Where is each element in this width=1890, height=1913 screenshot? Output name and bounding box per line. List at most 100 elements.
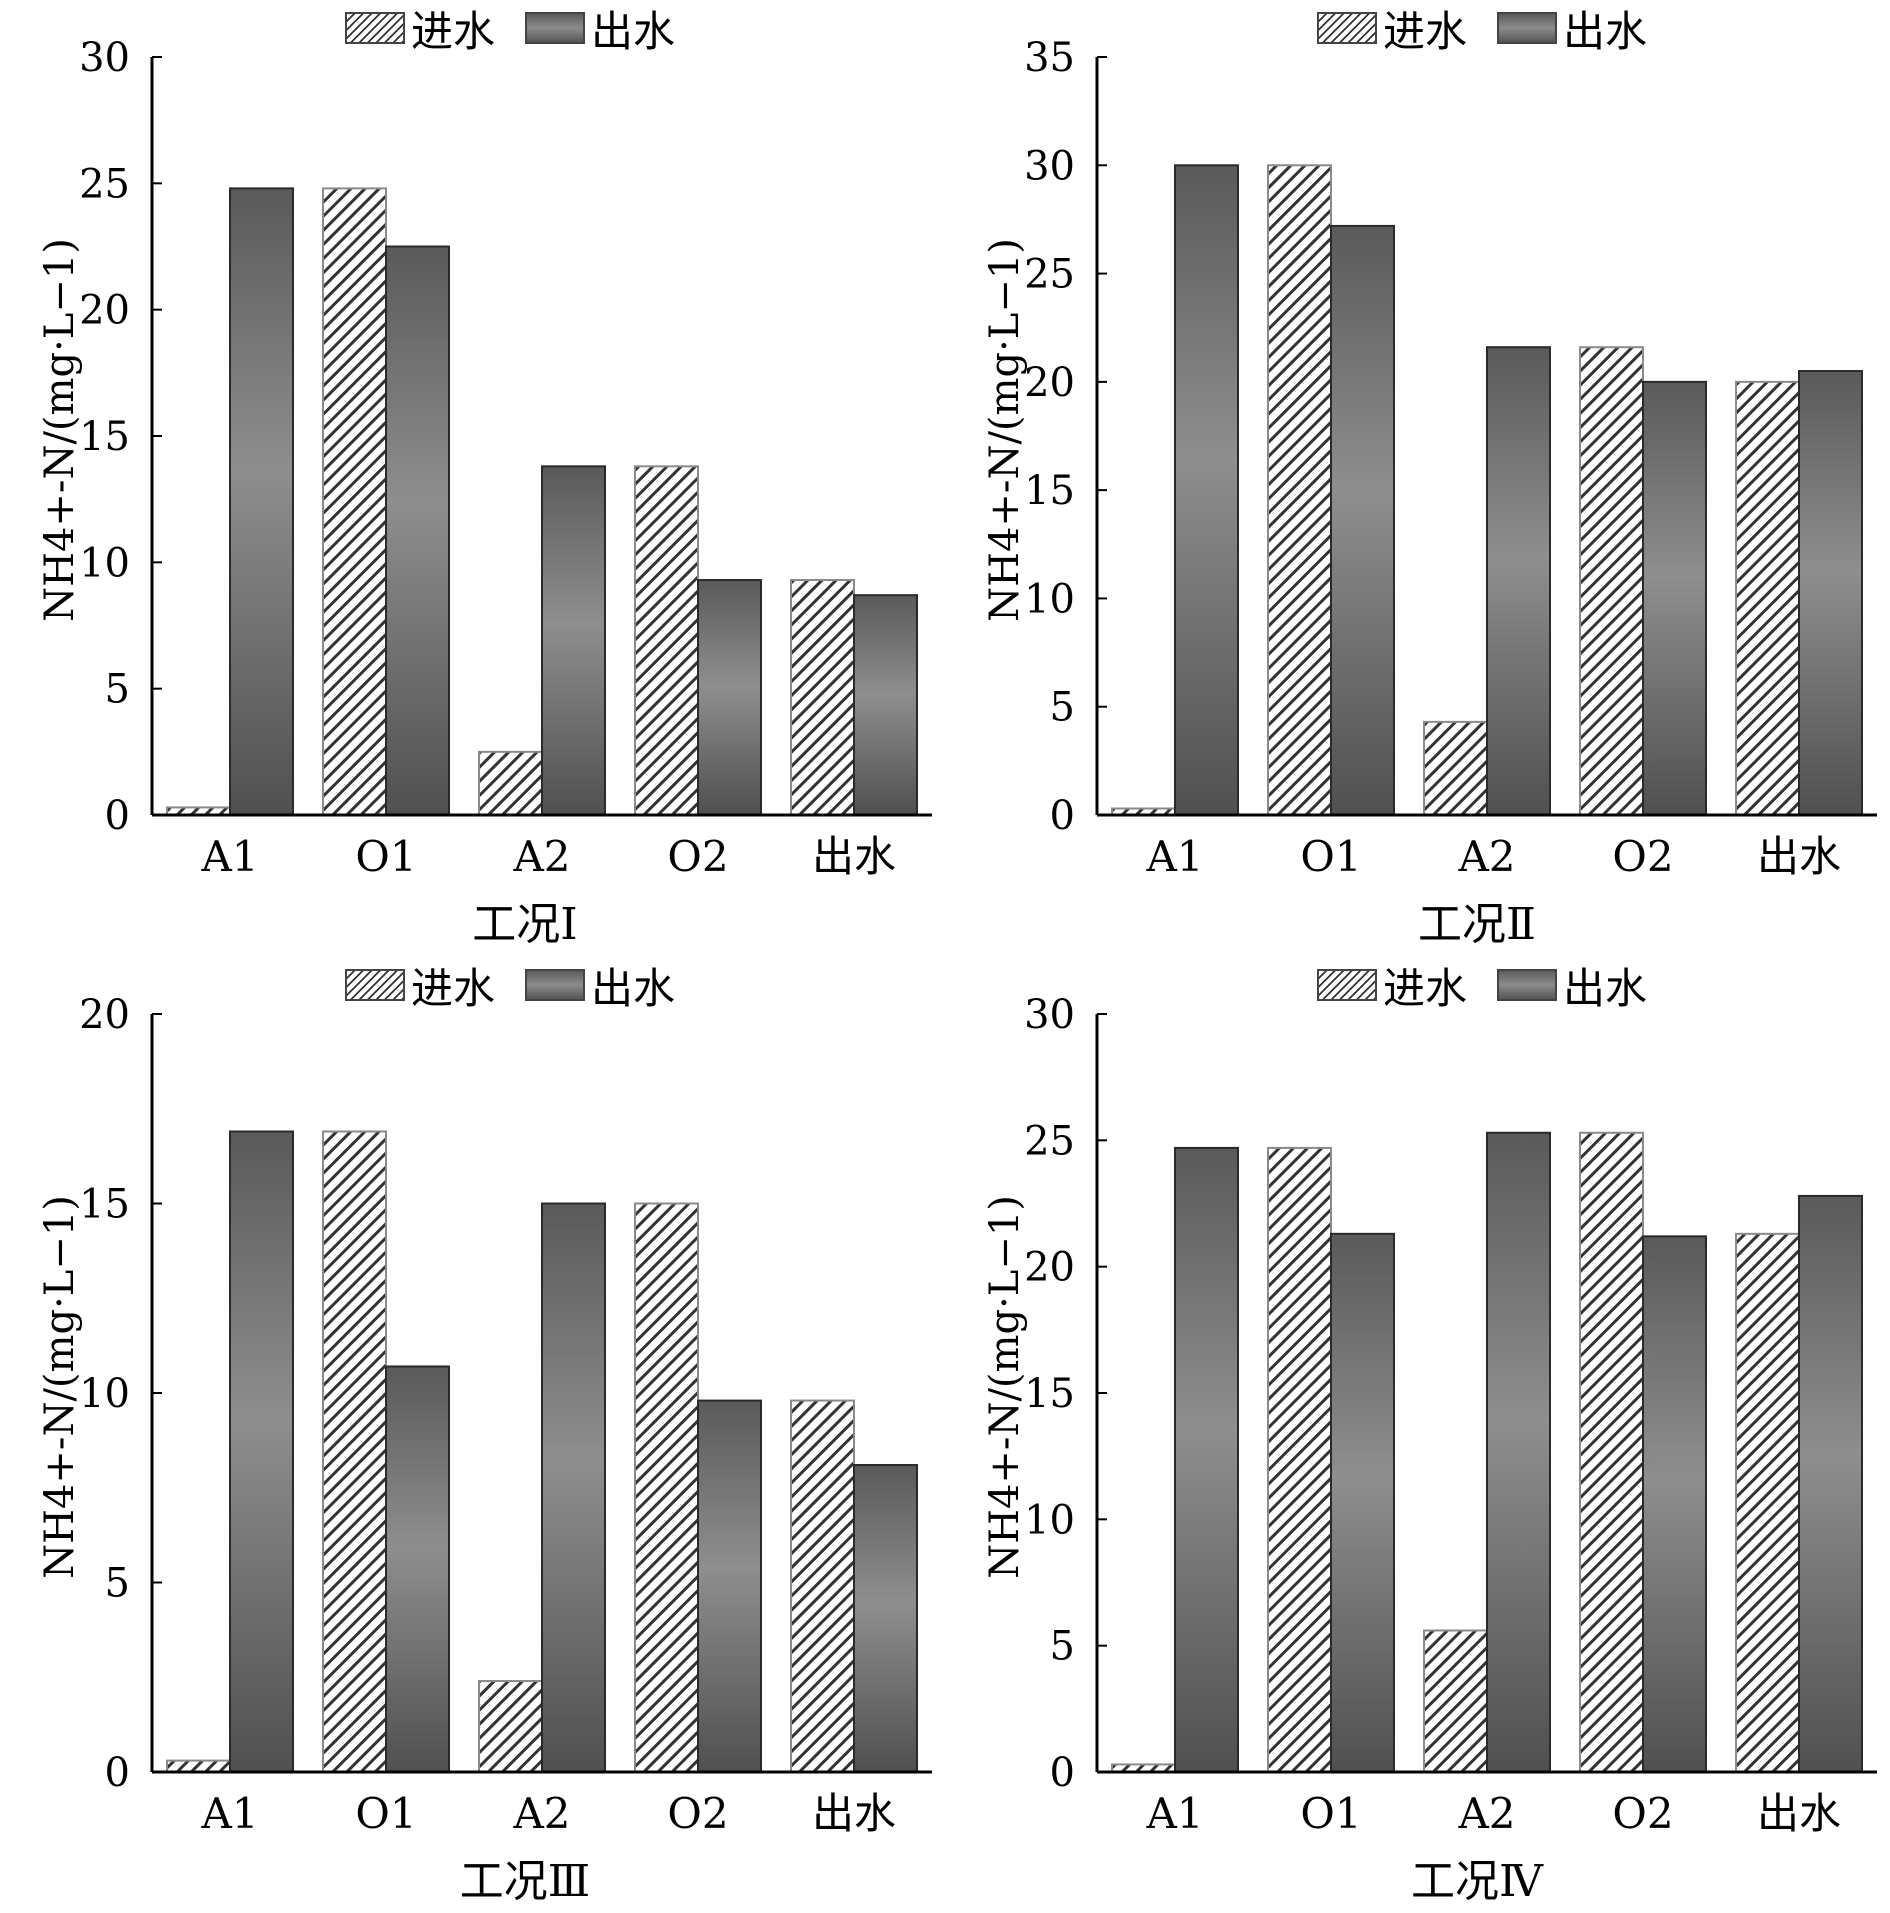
bar-outflow [229,1130,294,1774]
y-tick-label: 15 [79,414,130,460]
y-tick-label: 10 [1024,576,1075,622]
y-axis-label: NH4+-N/(mg·L−1) [37,238,83,622]
legend-label-inflow: 进水 [411,963,496,1013]
legend-item-inflow: 进水 [1317,0,1467,59]
x-tick-label: O2 [667,832,728,881]
y-axis-title: NH4+-N/(mg·L−1) [982,1195,1028,1579]
bar-outflow [1330,1232,1395,1773]
chart-plot-area: A1 O1 A2 O2 出水 0 5 10 15 20 25 30 35 [1024,35,1877,881]
y-tick-label: 15 [1024,1371,1075,1417]
legend-label-inflow: 进水 [1383,6,1468,56]
chart-legend: 进水 出水 [345,959,705,1013]
bar-inflow [478,750,543,816]
bar-inflow [1735,1232,1800,1773]
legend-label-outflow: 出水 [1563,963,1648,1013]
y-tick-label: 20 [79,288,130,334]
legend-item-outflow: 出水 [525,955,675,1016]
solid-swatch-icon [525,12,586,44]
y-tick-label: 5 [105,667,130,713]
chart-plot-area: A1 O1 A2 O2 出水 0 5 10 15 20 [79,992,932,1838]
y-axis-title: NH4+-N/(mg·L−1) [37,1195,83,1579]
chart-legend: 进水 出水 [1317,959,1677,1013]
y-tick-label: 0 [105,793,130,839]
y-tick-label: 5 [105,1561,130,1607]
y-tick-label: 5 [1050,685,1075,731]
chart-caption: 工况Ⅲ [459,1856,591,1907]
solid-swatch-icon [1497,12,1558,44]
bar-outflow [541,1202,606,1773]
y-tick-label: 30 [1024,992,1075,1038]
bar-inflow [1579,1131,1644,1773]
x-tick-label: A2 [512,832,570,881]
bar-inflow [1579,346,1644,816]
legend-label-outflow: 出水 [591,6,676,56]
y-tick-label: 0 [105,1750,130,1796]
bar-outflow [697,579,762,817]
chart-caption: 工况Ⅱ [1418,899,1536,950]
x-tick-label: O2 [1612,832,1673,881]
legend-item-outflow: 出水 [525,0,675,59]
bar-inflow [1423,720,1488,816]
hatched-swatch-icon [1317,969,1377,1001]
y-tick-label: 15 [1024,468,1075,514]
x-tick-label: A1 [200,1789,258,1838]
bar-outflow [1174,164,1239,817]
y-axis-title: NH4+-N/(mg·L−1) [37,238,83,622]
chart-panel-condition-4: A1 O1 A2 O2 出水 0 5 10 15 20 25 30 进水 出水 NH4+-N/(mg·… [945,957,1890,1913]
bar-outflow [229,187,294,817]
y-axis-title: NH4+-N/(mg·L−1) [982,238,1028,622]
y-tick-label: 10 [79,1371,130,1417]
hatched-swatch-icon [1317,12,1377,44]
x-tick-label: O2 [1612,1789,1673,1838]
legend-label-outflow: 出水 [1563,6,1648,56]
x-tick-label: A2 [512,1789,570,1838]
legend-item-inflow: 进水 [1317,955,1467,1016]
y-axis-label: NH4+-N/(mg·L−1) [982,1195,1028,1579]
y-tick-label: 10 [79,540,130,586]
bar-outflow [1798,370,1863,816]
x-tick-label: O1 [355,832,416,881]
legend-item-inflow: 进水 [345,955,495,1016]
bar-inflow [634,465,699,816]
legend-item-outflow: 出水 [1497,955,1647,1016]
x-tick-label: O1 [1300,1789,1361,1838]
x-tick-label: A1 [1145,832,1203,881]
chart-legend: 进水 出水 [1317,2,1677,56]
bar-outflow [1798,1194,1863,1774]
y-tick-label: 25 [79,161,130,207]
bar-outflow [541,465,606,816]
y-tick-label: 35 [1024,35,1075,81]
legend-label-inflow: 进水 [1383,963,1468,1013]
x-tick-label: A2 [1457,832,1515,881]
y-tick-label: 30 [79,35,130,81]
bar-outflow [385,1365,450,1773]
y-tick-label: 0 [1050,1750,1075,1796]
y-axis-label: NH4+-N/(mg·L−1) [982,238,1028,622]
y-tick-label: 20 [79,992,130,1038]
bar-inflow [790,579,855,817]
legend-label-outflow: 出水 [591,963,676,1013]
bar-outflow [853,594,918,816]
y-tick-label: 5 [1050,1624,1075,1670]
y-tick-label: 20 [1024,360,1075,406]
chart-plot-area: A1 O1 A2 O2 出水 0 5 10 15 20 25 30 [1024,992,1877,1838]
x-tick-label: A1 [1145,1789,1203,1838]
solid-swatch-icon [525,969,586,1001]
bar-inflow [322,187,387,817]
bar-inflow [478,1680,543,1773]
x-tick-label: A2 [1457,1789,1515,1838]
x-tick-label: O2 [667,1789,728,1838]
bar-outflow [1642,380,1707,816]
chart-plot-area: A1 O1 A2 O2 出水 0 5 10 15 20 25 30 [79,35,932,881]
chart-legend: 进水 出水 [345,2,705,56]
solid-swatch-icon [1497,969,1558,1001]
y-tick-label: 10 [1024,1497,1075,1543]
x-tick-label: O1 [355,1789,416,1838]
legend-item-inflow: 进水 [345,0,495,59]
x-tick-label: 出水 [812,832,896,881]
chart-panel-condition-2: A1 O1 A2 O2 出水 0 5 10 15 20 25 30 35 进水 出水 NH4+-N/(m… [945,0,1890,956]
bar-outflow [1642,1235,1707,1773]
x-tick-label: 出水 [1757,1789,1841,1838]
x-tick-label: O1 [1300,832,1361,881]
